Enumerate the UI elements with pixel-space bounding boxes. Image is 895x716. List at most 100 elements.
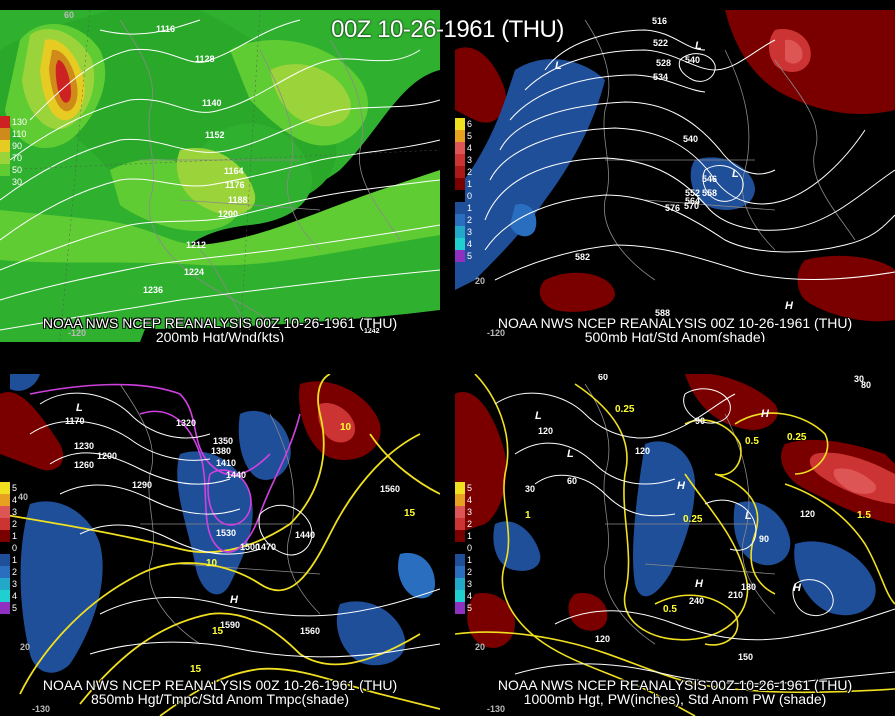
contour-label: 576 <box>665 203 681 213</box>
axis-label: -130 <box>32 704 51 714</box>
legend-label: 5 <box>467 603 473 613</box>
contour-label: 1176 <box>225 180 245 190</box>
legend-entry: 3 <box>455 578 483 590</box>
contour-label: 60 <box>567 476 578 486</box>
contour-label: 1440 <box>295 530 316 540</box>
legend-entry: 5 <box>455 250 483 262</box>
contour-label: 534 <box>653 72 669 82</box>
legend-label: 3 <box>12 507 18 517</box>
legend-label: 1 <box>12 531 18 541</box>
legend-label: 1 <box>467 531 473 541</box>
contour-label: 210 <box>728 590 744 600</box>
contour-label: 120 <box>538 426 554 436</box>
contour-label: 1470 <box>256 542 277 552</box>
map-850mb <box>0 374 440 716</box>
caption-line-2: 200mb Hgt/Wnd(kts) <box>155 329 285 342</box>
contour-label: 120 <box>800 509 816 519</box>
legend-swatch <box>0 578 10 590</box>
legend-entry: 110 <box>0 128 28 140</box>
legend-swatch <box>455 142 465 154</box>
legend-swatch <box>0 152 10 164</box>
legend-swatch <box>0 128 10 140</box>
pw-label: 0.5 <box>745 436 759 447</box>
axis-label: 60 <box>64 10 75 20</box>
panel-caption: NOAA NWS NCEP REANALYSIS 00Z 10-26-1961 … <box>455 316 895 342</box>
legend-entry: 2 <box>0 566 28 578</box>
legend-entry: 4 <box>455 142 483 154</box>
axis-label: -120 <box>68 328 87 338</box>
legend-entry: 1 <box>455 202 483 214</box>
pw-label: 0.25 <box>683 514 703 525</box>
legend-entry: 5 <box>455 602 483 614</box>
contour-label: 588 <box>655 308 671 318</box>
legend-swatch <box>0 176 10 188</box>
caption-line-2: 850mb Hgt/Tmpc/Std Anom Tmpc(shade) <box>90 691 350 707</box>
legend-swatch <box>455 130 465 142</box>
legend-swatch <box>455 214 465 226</box>
low-pressure-symbol: L <box>555 60 562 72</box>
legend-entry: 2 <box>455 214 483 226</box>
legend-label: 50 <box>12 165 23 175</box>
axis-label: 20 <box>475 276 486 286</box>
legend-swatch <box>455 590 465 602</box>
contour-label: 1116 <box>156 24 176 34</box>
legend-entry: 3 <box>0 506 28 518</box>
legend-label: 3 <box>467 155 473 165</box>
legend-500mb: 6 5 4 3 2 1 0 1 2 3 4 5 <box>455 118 483 262</box>
contour-label: 30 <box>525 484 536 494</box>
contour-label: 80 <box>861 380 872 390</box>
contour-label: 1440 <box>226 470 247 480</box>
axis-label: 20 <box>20 642 31 652</box>
temp-label: 10 <box>206 558 218 569</box>
legend-entry: 5 <box>0 602 28 614</box>
caption-line-2: 500mb Hgt/Std Anom(shade) <box>584 329 766 342</box>
map-1000mb <box>455 374 895 716</box>
legend-entry: 1 <box>0 554 28 566</box>
contour-label: 1410 <box>216 458 237 468</box>
legend-swatch <box>455 578 465 590</box>
legend-entry: 4 <box>455 590 483 602</box>
legend-swatch <box>455 494 465 506</box>
contour-label: 30 <box>854 374 865 384</box>
legend-label: 4 <box>467 143 473 153</box>
contour-label: 1530 <box>216 528 237 538</box>
temp-label: 10 <box>340 422 352 433</box>
contour-label: 1260 <box>74 460 95 470</box>
legend-label: 2 <box>467 567 473 577</box>
map-title: 00Z 10-26-1961 (THU) <box>331 16 564 43</box>
low-pressure-symbol: L <box>695 40 702 52</box>
low-pressure-symbol: L <box>535 410 542 422</box>
legend-swatch <box>455 190 465 202</box>
legend-entry: 1 <box>0 530 28 542</box>
legend-entry: 1 <box>455 530 483 542</box>
contour-label: 1170 <box>65 416 85 426</box>
legend-entry: 30 <box>0 176 28 188</box>
contour-label: 558 <box>702 188 718 198</box>
low-pressure-symbol: L <box>732 168 739 180</box>
legend-swatch <box>455 602 465 614</box>
legend-entry: 4 <box>0 590 28 602</box>
legend-swatch <box>0 566 10 578</box>
legend-entry: 2 <box>0 518 28 530</box>
legend-850mb: 5 4 3 2 1 0 1 2 3 4 5 <box>0 482 28 614</box>
high-pressure-symbol: H <box>785 300 793 312</box>
legend-label: 2 <box>467 167 473 177</box>
axis-label: 20 <box>475 642 486 652</box>
low-pressure-symbol: L <box>745 510 752 522</box>
legend-label: 1 <box>467 179 473 189</box>
legend-label: 1 <box>467 203 473 213</box>
panel-caption: NOAA NWS NCEP REANALYSIS 00Z 10-26-1961 … <box>455 678 895 706</box>
legend-swatch <box>0 164 10 176</box>
contour-label: 1560 <box>300 626 321 636</box>
legend-label: 2 <box>12 519 18 529</box>
legend-label: 30 <box>12 177 23 187</box>
contour-label: 1188 <box>228 195 248 205</box>
contour-label: 1290 <box>132 480 153 490</box>
caption-line-2: 1000mb Hgt, PW(inches), Std Anom PW (sha… <box>523 691 827 707</box>
legend-swatch <box>0 554 10 566</box>
legend-entry: 5 <box>455 130 483 142</box>
legend-label: 4 <box>12 591 18 601</box>
contour-label: 1224 <box>184 267 205 277</box>
legend-entry: 130 <box>0 116 28 128</box>
